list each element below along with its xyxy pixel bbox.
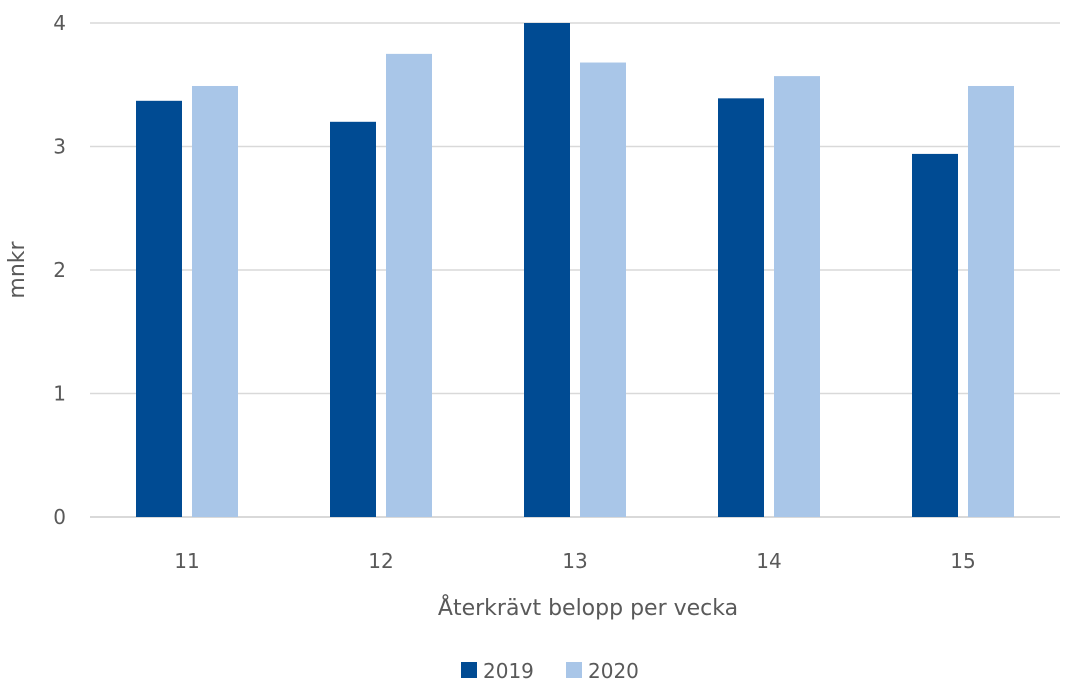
y-axis-ticks: 0 1 2 3 4 bbox=[53, 11, 66, 529]
x-axis-ticks: 11 12 13 14 15 bbox=[174, 549, 975, 573]
y-tick-label: 2 bbox=[53, 258, 66, 282]
bars bbox=[136, 23, 1014, 518]
bar-2020-11 bbox=[192, 85, 238, 518]
legend-label-2020: 2020 bbox=[588, 659, 639, 683]
bar-2020-14 bbox=[774, 76, 820, 517]
x-tick-label: 11 bbox=[174, 549, 199, 573]
bar-2019-14 bbox=[718, 98, 764, 518]
x-tick-label: 12 bbox=[368, 549, 393, 573]
gridlines bbox=[90, 22, 1060, 518]
bar-2019-12 bbox=[330, 121, 376, 518]
x-tick-label: 13 bbox=[562, 549, 587, 573]
bar-2019-13 bbox=[524, 23, 570, 517]
x-axis-title: Återkrävt belopp per vecka bbox=[438, 594, 738, 621]
y-tick-label: 4 bbox=[53, 11, 66, 35]
legend-swatch-2020 bbox=[566, 662, 582, 678]
bar-2020-12 bbox=[386, 53, 432, 517]
x-tick-label: 15 bbox=[950, 549, 975, 573]
y-axis-title: mnkr bbox=[5, 240, 30, 298]
y-tick-label: 0 bbox=[53, 505, 66, 529]
legend: 2019 2020 bbox=[461, 659, 639, 683]
bar-2019-15 bbox=[912, 153, 958, 517]
y-tick-label: 1 bbox=[53, 382, 66, 406]
bar-2019-11 bbox=[136, 100, 182, 518]
bar-2020-15 bbox=[968, 85, 1014, 518]
y-tick-label: 3 bbox=[53, 135, 66, 159]
legend-label-2019: 2019 bbox=[483, 659, 534, 683]
x-tick-label: 14 bbox=[756, 549, 781, 573]
bar-2020-13 bbox=[580, 62, 626, 518]
legend-swatch-2019 bbox=[461, 662, 477, 678]
